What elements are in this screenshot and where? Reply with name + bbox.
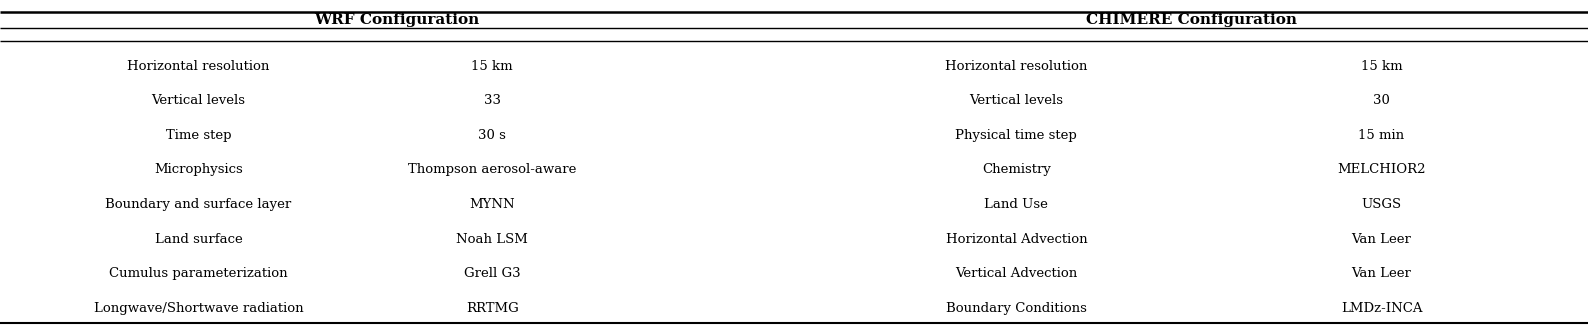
Text: Van Leer: Van Leer xyxy=(1351,233,1412,246)
Text: Grell G3: Grell G3 xyxy=(464,267,521,280)
Text: Time step: Time step xyxy=(165,129,232,142)
Text: Vertical levels: Vertical levels xyxy=(151,94,246,107)
Text: Cumulus parameterization: Cumulus parameterization xyxy=(110,267,287,280)
Text: Microphysics: Microphysics xyxy=(154,163,243,177)
Text: Vertical levels: Vertical levels xyxy=(969,94,1064,107)
Text: 30 s: 30 s xyxy=(478,129,507,142)
Text: Chemistry: Chemistry xyxy=(981,163,1051,177)
Text: Vertical Advection: Vertical Advection xyxy=(956,267,1077,280)
Text: Longwave/Shortwave radiation: Longwave/Shortwave radiation xyxy=(94,302,303,315)
Text: Land surface: Land surface xyxy=(154,233,243,246)
Text: 15 km: 15 km xyxy=(472,59,513,73)
Text: Thompson aerosol-aware: Thompson aerosol-aware xyxy=(408,163,576,177)
Text: MELCHIOR2: MELCHIOR2 xyxy=(1337,163,1426,177)
Text: 15 min: 15 min xyxy=(1358,129,1405,142)
Text: Noah LSM: Noah LSM xyxy=(456,233,529,246)
Text: Boundary and surface layer: Boundary and surface layer xyxy=(105,198,292,211)
Text: Horizontal resolution: Horizontal resolution xyxy=(127,59,270,73)
Text: Physical time step: Physical time step xyxy=(956,129,1077,142)
Text: 33: 33 xyxy=(484,94,500,107)
Text: USGS: USGS xyxy=(1361,198,1402,211)
Text: CHIMERE Configuration: CHIMERE Configuration xyxy=(1086,13,1296,27)
Text: WRF Configuration: WRF Configuration xyxy=(314,13,480,27)
Text: Land Use: Land Use xyxy=(985,198,1048,211)
Text: Van Leer: Van Leer xyxy=(1351,267,1412,280)
Text: RRTMG: RRTMG xyxy=(465,302,519,315)
Text: LMDz-INCA: LMDz-INCA xyxy=(1340,302,1423,315)
Text: Boundary Conditions: Boundary Conditions xyxy=(946,302,1086,315)
Text: Horizontal resolution: Horizontal resolution xyxy=(945,59,1088,73)
Text: Horizontal Advection: Horizontal Advection xyxy=(945,233,1088,246)
Text: 15 km: 15 km xyxy=(1361,59,1402,73)
Text: 30: 30 xyxy=(1374,94,1390,107)
Text: MYNN: MYNN xyxy=(470,198,515,211)
